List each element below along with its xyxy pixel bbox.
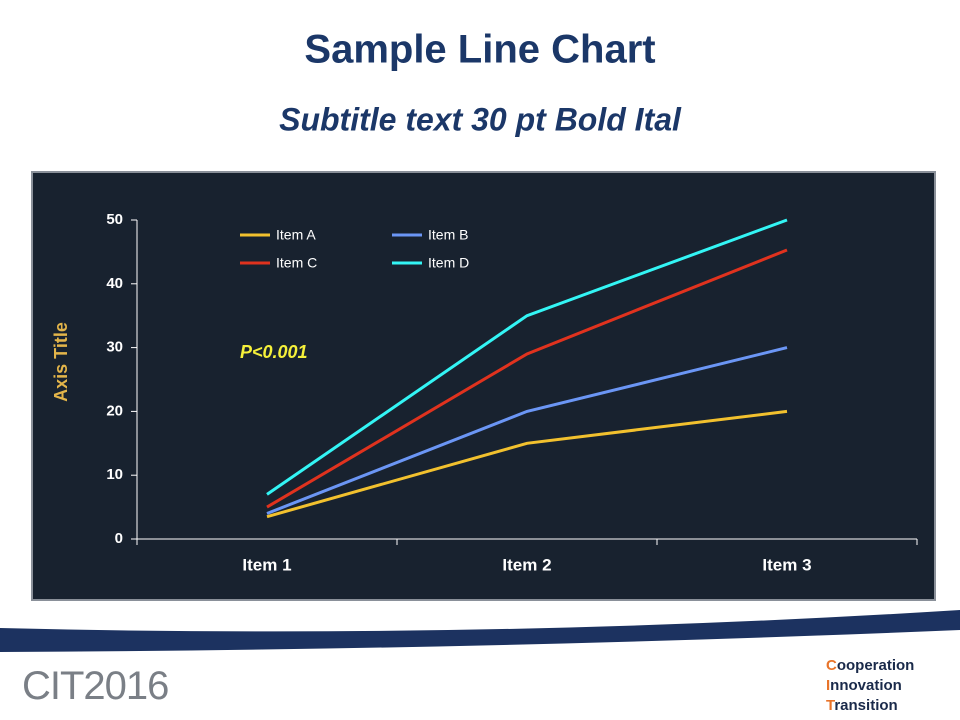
y-tick-label: 20: [106, 402, 123, 419]
line-series: [266, 409, 788, 519]
y-tick-label: 0: [115, 530, 123, 547]
tagline-word: Innovation: [826, 677, 902, 694]
tagline-word: Transition: [826, 697, 898, 714]
annotation: P<0.001: [240, 342, 308, 362]
tagline-word: Cooperation: [826, 657, 915, 674]
x-tick-label: Item 3: [762, 555, 811, 574]
line-series: [266, 346, 788, 515]
y-tick-label: 40: [106, 275, 123, 292]
line-series: [266, 218, 788, 496]
y-tick-label: 50: [106, 211, 123, 228]
tagline: Cooperation Innovation Transition: [826, 656, 914, 716]
y-tick-label: 30: [106, 339, 123, 356]
legend-label: Item C: [276, 255, 317, 271]
logo: CIT2016: [22, 664, 169, 708]
chart-title: Sample Line Chart: [304, 28, 655, 72]
y-axis-title: Axis Title: [51, 322, 71, 402]
legend-label: Item A: [276, 227, 316, 243]
line-series: [266, 248, 788, 509]
y-tick-label: 10: [106, 466, 123, 483]
legend-label: Item B: [428, 227, 468, 243]
footer-white: [0, 630, 960, 720]
legend-label: Item D: [428, 255, 469, 271]
x-tick-label: Item 1: [242, 555, 291, 574]
chart-panel: [31, 171, 936, 601]
chart-subtitle: Subtitle text 30 pt Bold Ital: [279, 101, 682, 137]
x-tick-label: Item 2: [502, 555, 551, 574]
